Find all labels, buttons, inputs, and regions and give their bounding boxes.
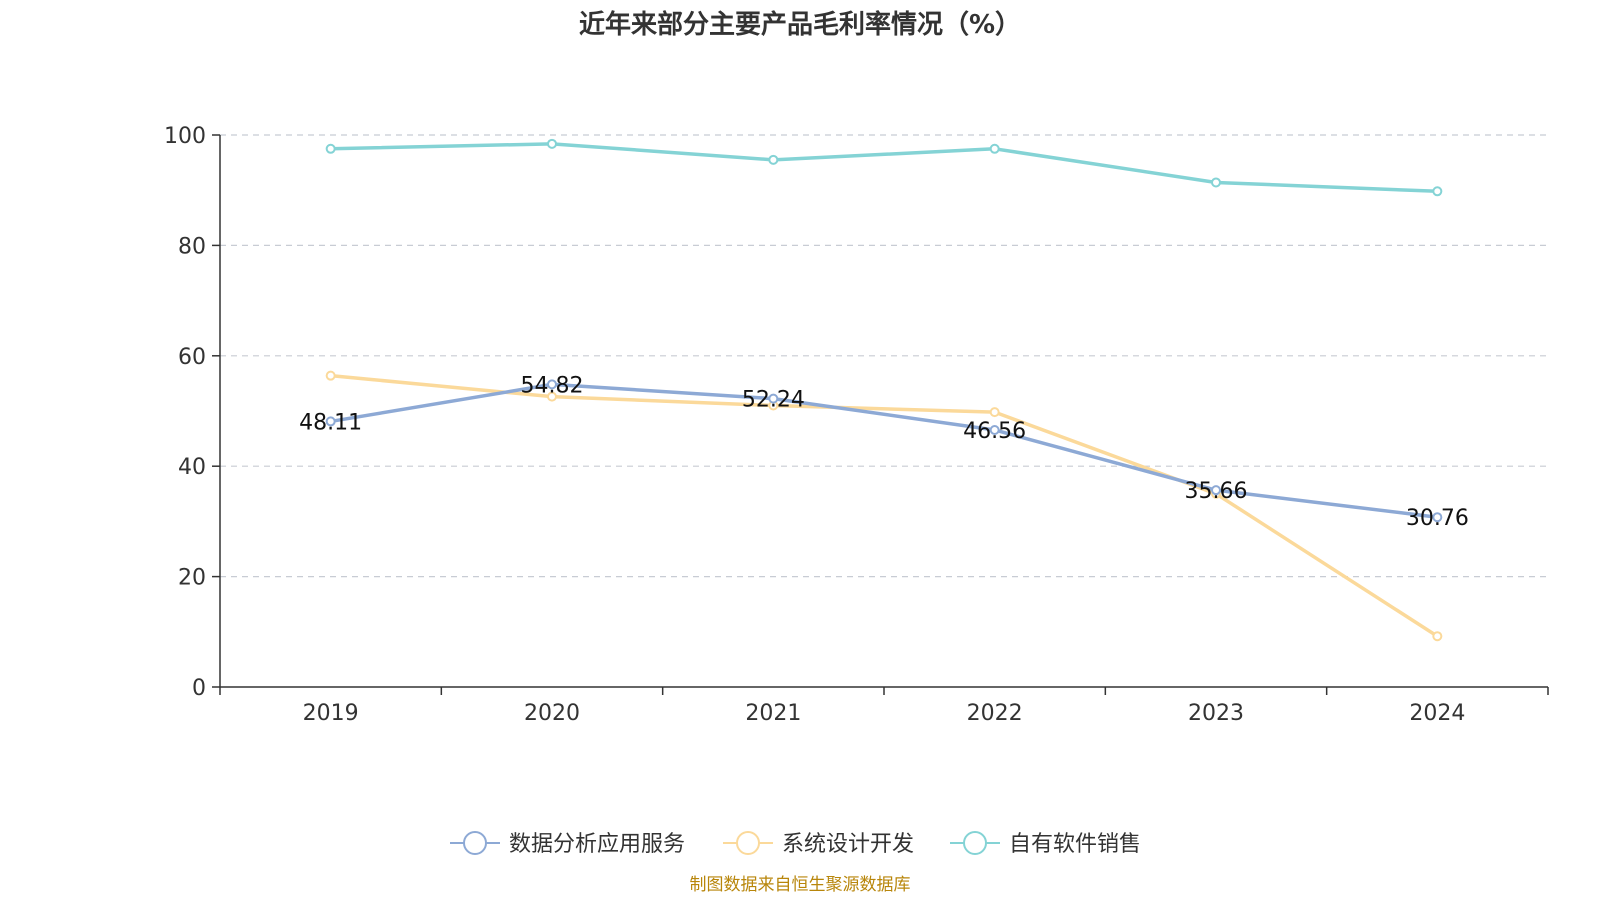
data-point [1432,186,1443,197]
y-tick-label: 100 [164,124,206,149]
legend-marker [463,831,487,855]
data-label: 48.11 [299,410,362,435]
data-label: 35.66 [1185,479,1248,504]
x-tick-label: 2024 [1409,701,1465,726]
legend[interactable]: 数据分析应用服务 系统设计开发 自有软件销售 [450,831,1141,857]
data-point [325,416,336,427]
data-label: 54.82 [521,373,584,398]
data-point [325,143,336,154]
data-point [989,424,1000,435]
legend-item[interactable]: 数据分析应用服务 [450,831,685,857]
x-tick-label: 2020 [524,701,580,726]
data-label: 30.76 [1406,506,1469,531]
legend-label: 数据分析应用服务 [509,832,685,857]
data-point [1211,485,1221,496]
legend-item[interactable]: 自有软件销售 [950,831,1141,857]
chart-title: 近年来部分主要产品毛利率情况（%） [579,9,1021,40]
x-tick-label: 2023 [1188,701,1244,726]
source-note: 制图数据来自恒生聚源数据库 [690,875,911,895]
x-tick-label: 2019 [303,701,359,726]
series-line [330,373,1439,638]
legend-marker [736,831,760,855]
grid-lines [220,134,1548,578]
data-point [989,143,1000,154]
legend-label: 系统设计开发 [782,832,914,857]
series-lines [325,138,1443,642]
y-tick-label: 20 [178,566,206,591]
data-point [1432,631,1443,642]
legend-label: 自有软件销售 [1009,832,1141,857]
data-labels: 48.11 54.82 52.24 46.56 35.66 30.76 [299,373,1469,531]
data-point [547,138,557,149]
data-point [325,370,336,381]
data-point [768,154,779,165]
series-line [330,142,1438,194]
data-point [1211,177,1221,188]
x-tick-label: 2021 [745,701,801,726]
data-point [768,393,779,404]
series-line [330,382,1438,519]
y-tick-label: 80 [178,234,206,259]
x-tick-label: 2022 [967,701,1023,726]
legend-marker [963,831,987,855]
data-point [989,407,1000,418]
axes: 0 20 40 60 80 100 2019 2020 2021 2022 2023 2024 [164,124,1549,726]
y-tick-label: 0 [192,676,206,701]
data-point [1432,512,1443,523]
y-tick-label: 60 [178,345,206,370]
legend-item[interactable]: 系统设计开发 [723,831,914,857]
data-point [547,379,557,390]
y-tick-label: 40 [178,455,206,480]
data-point [547,391,557,402]
data-label: 46.56 [963,419,1026,444]
data-label: 52.24 [742,388,805,413]
